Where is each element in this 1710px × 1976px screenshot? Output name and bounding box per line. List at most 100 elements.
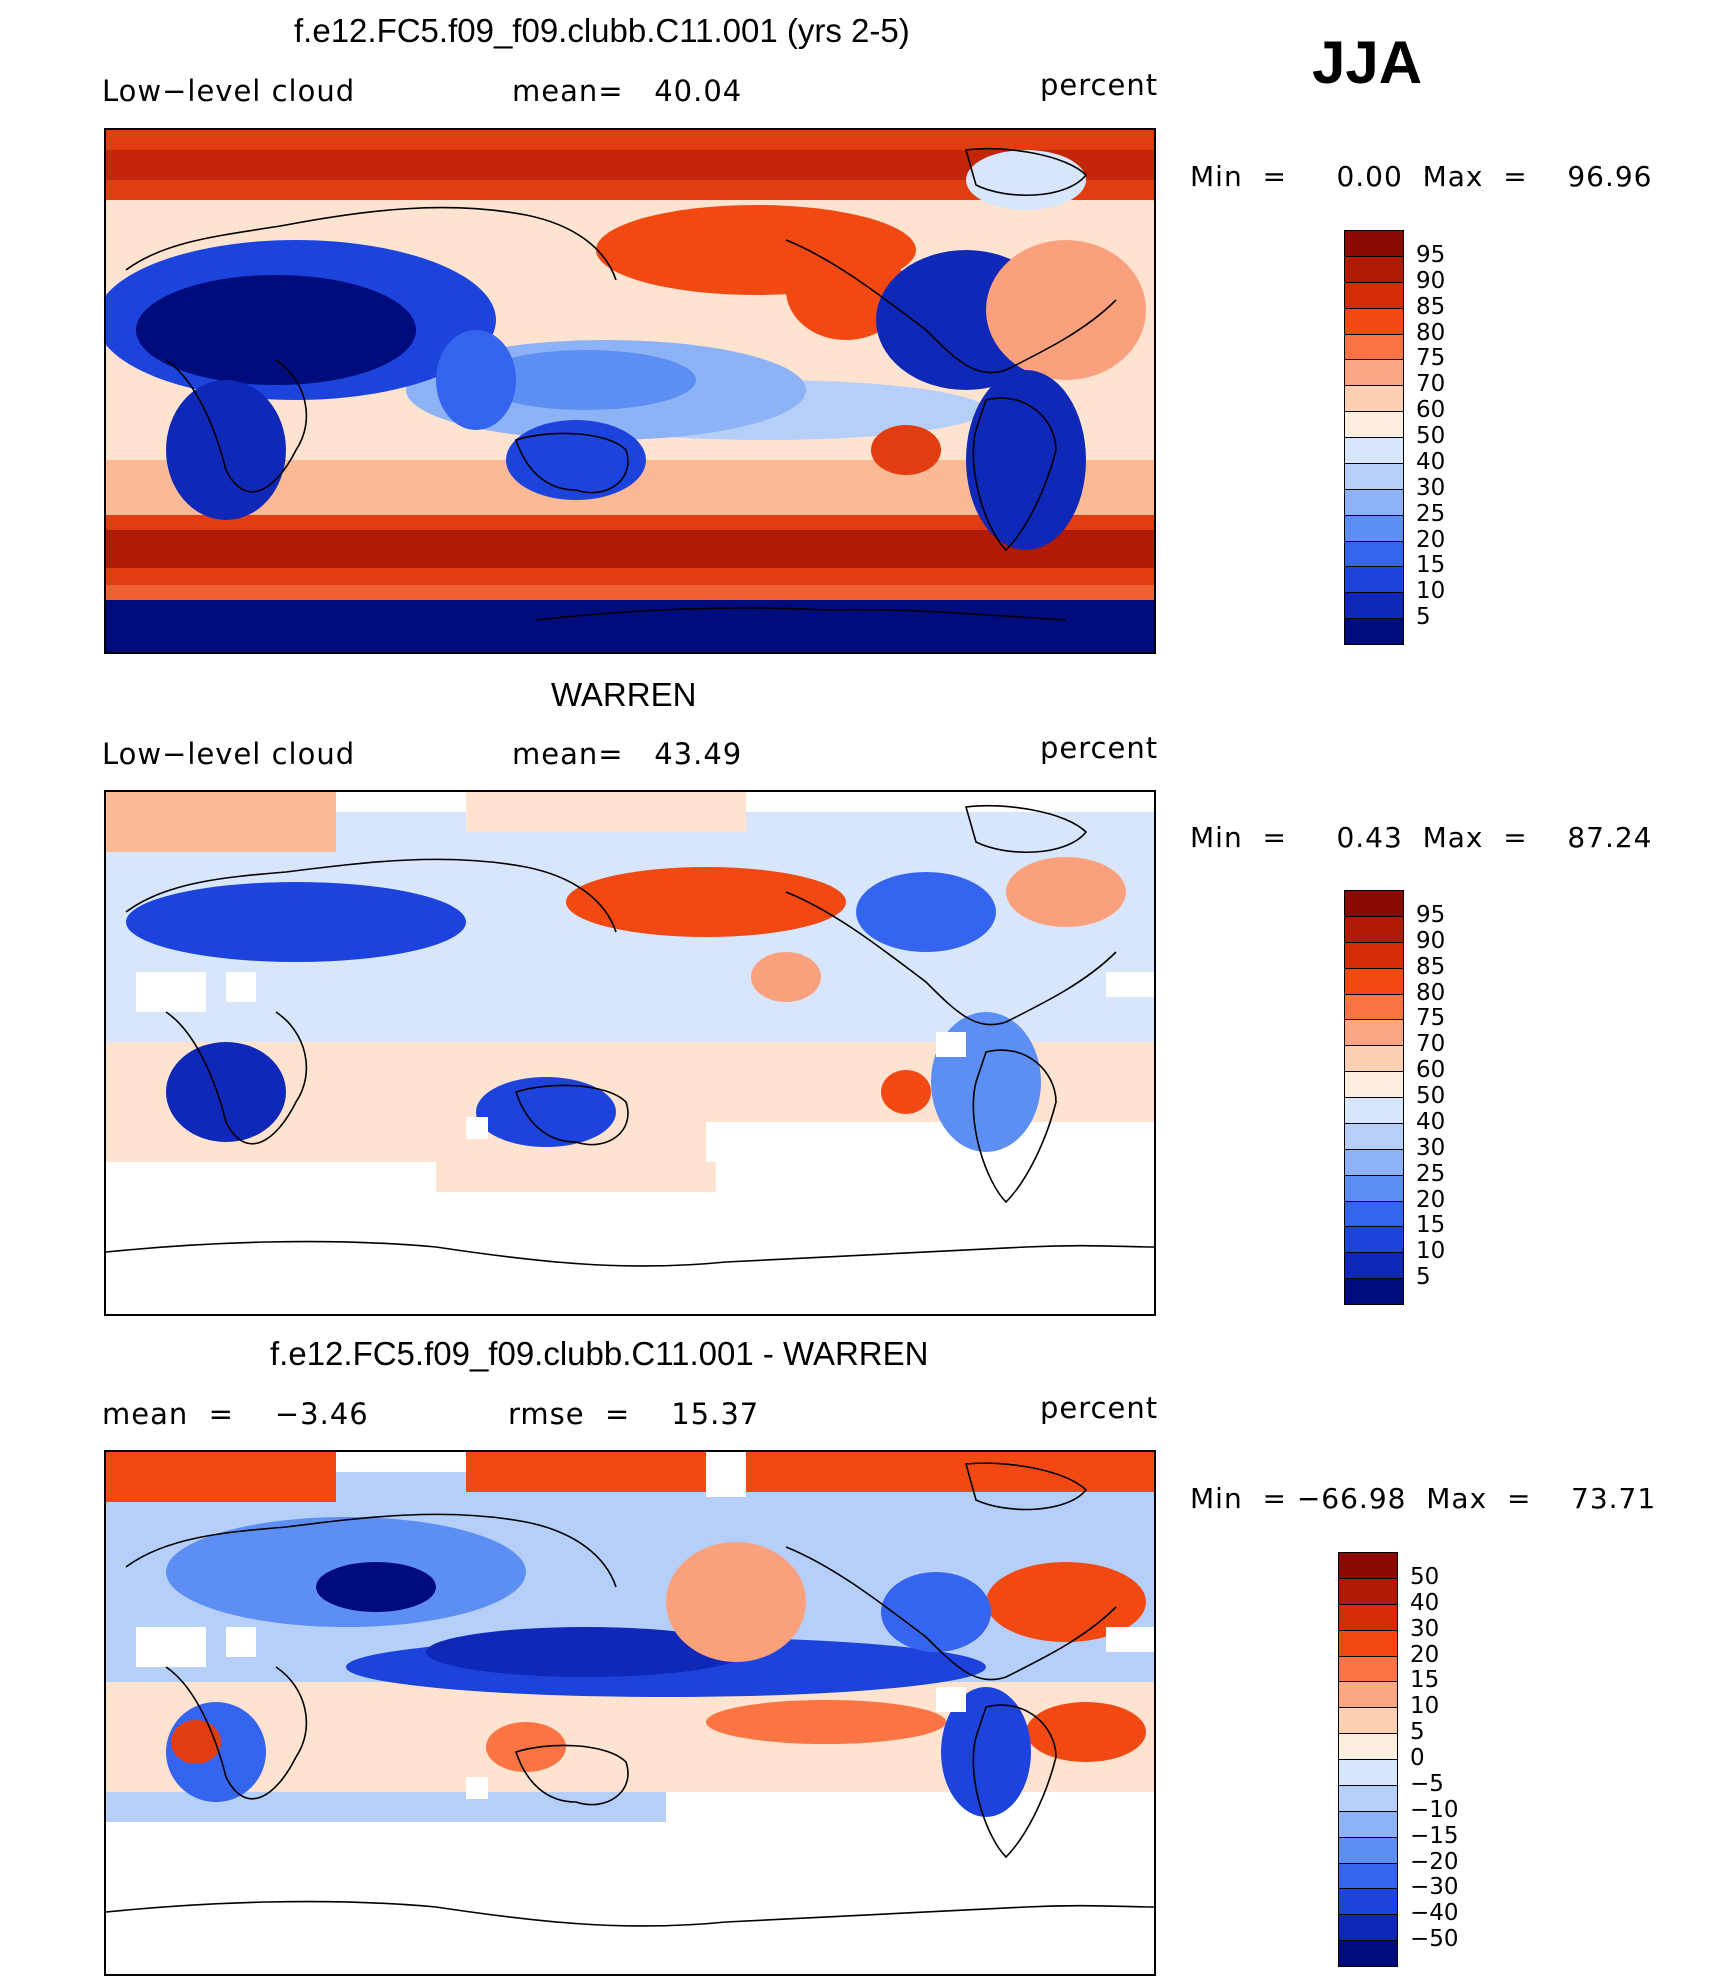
colorbar-tick-label: −20 [1410, 1848, 1459, 1875]
colorbar-swatch [1344, 993, 1404, 1021]
colorbar-swatch [1344, 281, 1404, 309]
colorbar-swatch [1344, 1122, 1404, 1150]
colorbar-tick-label: 40 [1416, 1108, 1446, 1135]
colorbar-tick-label: 70 [1416, 1031, 1446, 1058]
panel-1-title: f.e12.FC5.f09_f09.clubb.C11.001 (yrs 2-5… [294, 12, 910, 49]
colorbar-tick-label: 15 [1410, 1667, 1440, 1694]
panel-2-title: WARREN [551, 676, 697, 713]
colorbar-tick-label: 80 [1416, 979, 1446, 1006]
colorbar-swatch [1338, 1552, 1398, 1579]
season-label: JJA [1312, 29, 1423, 96]
colorbar-tick-label: 10 [1416, 578, 1446, 605]
colorbar-swatch [1344, 618, 1404, 645]
colorbar-swatch [1344, 1226, 1404, 1254]
colorbar-swatch [1344, 1071, 1404, 1098]
panel-3-colorbar: 50 40 30 20 15 10 5 0 −5 −10 −15 −20 −30 −40 −50 [1338, 1552, 1459, 1967]
colorbar-tick-label: 50 [1416, 1083, 1446, 1109]
colorbar-tick-label: 25 [1416, 1160, 1446, 1187]
panel-2-units: percent [1040, 731, 1159, 765]
panel-1-units: percent [1040, 68, 1159, 102]
colorbar-tick-label: 85 [1416, 293, 1446, 320]
panel-1-mean: mean= 40.04 [512, 74, 743, 108]
colorbar-swatch [1344, 540, 1404, 568]
colorbar-tick-label: 70 [1416, 371, 1446, 398]
colorbar-tick-label: 30 [1416, 474, 1446, 501]
colorbar-tick-label: 10 [1410, 1693, 1440, 1720]
colorbar-tick-label: 15 [1416, 552, 1446, 579]
panel-2-map [104, 790, 1156, 1316]
colorbar-swatch [1338, 1759, 1398, 1786]
colorbar-swatch [1338, 1836, 1398, 1864]
colorbar-swatch [1344, 462, 1404, 490]
colorbar-swatch [1344, 915, 1404, 943]
colorbar-tick-label: 40 [1416, 448, 1446, 475]
colorbar-tick-label: 90 [1416, 927, 1446, 954]
colorbar-tick-label: 80 [1416, 319, 1446, 346]
panel-1-minmax: Min = 0.00 Max = 96.96 [1190, 160, 1653, 193]
colorbar-swatch [1344, 1148, 1404, 1176]
colorbar-tick-label: 95 [1416, 241, 1446, 268]
colorbar-swatch [1344, 1097, 1404, 1124]
panel-2-minmax: Min = 0.43 Max = 87.24 [1190, 821, 1653, 854]
colorbar-swatch [1338, 1707, 1398, 1735]
colorbar-tick-label: 60 [1416, 397, 1446, 424]
colorbar-swatch [1338, 1629, 1398, 1657]
colorbar-tick-label: 5 [1410, 1719, 1425, 1746]
panel-3-minmax: Min = −66.98 Max = 73.71 [1190, 1482, 1657, 1515]
colorbar-swatch [1344, 1045, 1404, 1073]
colorbar-tick-label: 40 [1410, 1589, 1440, 1616]
panel-3-title: f.e12.FC5.f09_f09.clubb.C11.001 - WARREN [270, 1335, 929, 1372]
colorbar-tick-label: 85 [1416, 953, 1446, 980]
colorbar-swatch [1344, 941, 1404, 969]
colorbar-swatch [1344, 967, 1404, 995]
colorbar-swatch [1344, 1200, 1404, 1228]
panel-2-variable-label: Low−level cloud [102, 737, 356, 771]
colorbar-tick-label: 30 [1416, 1134, 1446, 1161]
colorbar-swatch [1344, 411, 1404, 438]
panel-3-mean: mean = −3.46 [102, 1397, 369, 1431]
panel-1-colorbar: 95 90 85 80 75 70 60 50 40 30 25 20 15 10 5 [1344, 230, 1464, 645]
colorbar-tick-label: 20 [1410, 1641, 1440, 1668]
panel-3-rmse: rmse = 15.37 [508, 1397, 760, 1431]
colorbar-tick-label: 20 [1416, 526, 1446, 553]
colorbar-tick-label: 75 [1416, 345, 1446, 372]
colorbar-swatch [1338, 1940, 1398, 1967]
colorbar-tick-label: 5 [1416, 604, 1431, 631]
colorbar-swatch [1344, 437, 1404, 464]
colorbar-tick-label: −15 [1410, 1822, 1459, 1849]
colorbar-swatch [1338, 1810, 1398, 1838]
colorbar-swatch [1338, 1577, 1398, 1605]
colorbar-tick-label: 0 [1410, 1745, 1425, 1771]
colorbar-swatch [1338, 1914, 1398, 1942]
colorbar-tick-label: 20 [1416, 1186, 1446, 1213]
colorbar-tick-label: 50 [1416, 423, 1446, 449]
colorbar-swatch [1338, 1888, 1398, 1916]
colorbar-swatch [1344, 1278, 1404, 1305]
colorbar-tick-label: −5 [1410, 1770, 1444, 1797]
colorbar-tick-label: 90 [1416, 267, 1446, 294]
colorbar-swatch [1344, 1019, 1404, 1047]
colorbar-swatch [1344, 1174, 1404, 1202]
panel-2-colorbar: 95 90 85 80 75 70 60 50 40 30 25 20 15 10 5 [1344, 890, 1464, 1305]
colorbar-swatch [1344, 385, 1404, 413]
colorbar-tick-label: −40 [1410, 1900, 1459, 1927]
colorbar-swatch [1344, 488, 1404, 516]
colorbar-tick-label: 30 [1410, 1615, 1440, 1642]
colorbar-swatch [1338, 1733, 1398, 1760]
colorbar-tick-label: −10 [1410, 1796, 1459, 1823]
panel-1-map [104, 128, 1156, 654]
panel-2-mean: mean= 43.49 [512, 737, 743, 771]
colorbar-tick-label: 95 [1416, 901, 1446, 928]
colorbar-swatch [1344, 1252, 1404, 1280]
colorbar-swatch [1344, 333, 1404, 361]
colorbar-swatch [1338, 1681, 1398, 1709]
colorbar-swatch [1338, 1655, 1398, 1683]
colorbar-tick-label: 25 [1416, 500, 1446, 527]
colorbar-tick-label: 10 [1416, 1238, 1446, 1265]
colorbar-swatch [1338, 1862, 1398, 1890]
colorbar-swatch [1344, 255, 1404, 283]
colorbar-swatch [1338, 1603, 1398, 1631]
colorbar-tick-label: 50 [1410, 1563, 1440, 1590]
panel-3-map [104, 1450, 1156, 1976]
colorbar-tick-label: 75 [1416, 1005, 1446, 1032]
